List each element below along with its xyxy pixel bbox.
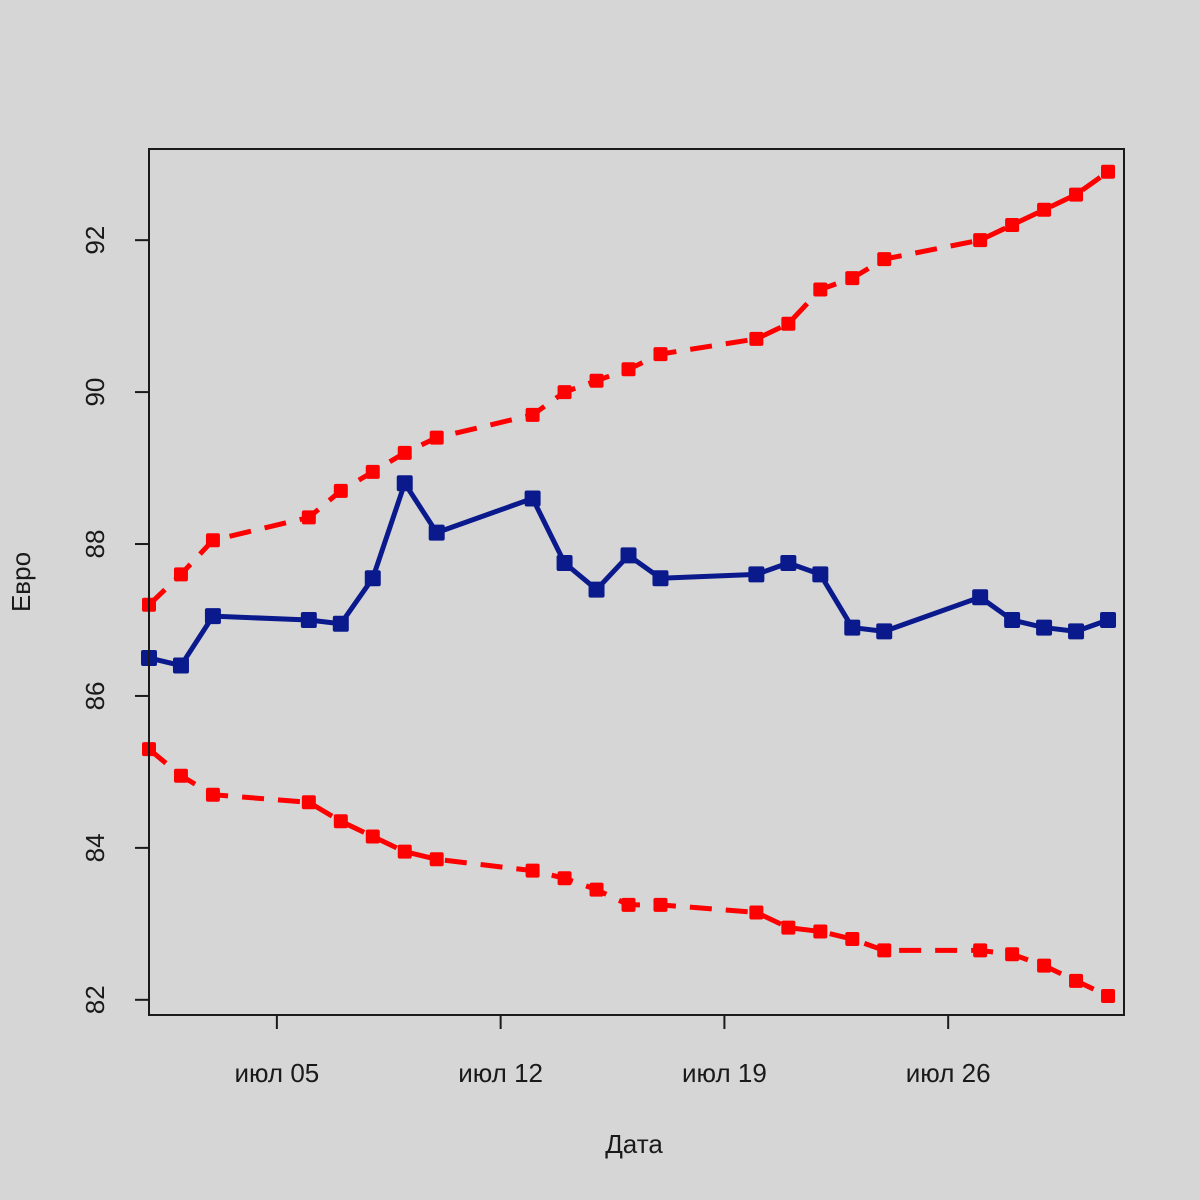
y-tick-label: 86 [80,681,110,710]
y-axis-label: Евро [6,552,36,612]
data-point-actual [652,570,669,587]
data-point-actual [748,566,765,583]
data-point-lower [525,863,540,878]
data-point-lower [621,897,636,912]
data-point-upper [1069,187,1084,202]
series-upper [142,164,1116,612]
data-point-actual [172,657,189,674]
data-point-lower [397,844,412,859]
data-point-lower [557,871,572,886]
data-point-upper [813,282,828,297]
data-point-upper [1101,164,1116,179]
data-point-upper [749,331,764,346]
y-tick-label: 84 [80,833,110,862]
data-point-upper [973,233,988,248]
data-point-upper [621,362,636,377]
data-point-lower [429,852,444,867]
data-point-actual [300,611,317,628]
x-tick-label: июл 12 [458,1058,543,1088]
data-point-upper [1005,217,1020,232]
series-actual [141,475,1117,674]
data-point-lower [845,932,860,947]
data-point-lower [1101,989,1116,1004]
y-tick-label: 92 [80,226,110,255]
data-point-actual [812,566,829,583]
data-point-actual [588,581,605,598]
data-point-upper [365,464,380,479]
y-axis: 82 84 86 88 90 92 [80,226,150,1014]
data-point-actual [780,555,797,572]
y-tick-label: 90 [80,378,110,407]
x-tick-label: июл 05 [234,1058,319,1088]
data-point-lower [333,814,348,829]
data-point-lower [813,924,828,939]
data-point-actual [1004,611,1021,628]
series-layer [141,164,1117,1004]
x-axis: июл 05 июл 12 июл 19 июл 26 [234,1014,991,1088]
data-point-actual [204,608,221,625]
y-tick-label: 88 [80,530,110,559]
data-point-upper [429,430,444,445]
data-point-actual [1068,623,1085,640]
data-point-lower [301,795,316,810]
data-point-actual [396,475,413,492]
data-point-lower [877,943,892,958]
data-point-actual [972,589,989,606]
data-point-actual [1100,611,1117,628]
data-point-upper [301,510,316,525]
data-point-upper [557,385,572,400]
data-point-actual [428,524,445,541]
data-point-upper [205,533,220,548]
y-tick-label: 82 [80,985,110,1014]
data-point-upper [877,252,892,267]
data-point-lower [653,897,668,912]
data-point-actual [332,615,349,632]
data-point-upper [653,347,668,362]
data-point-actual [844,619,861,636]
x-tick-label: июл 26 [906,1058,991,1088]
data-point-upper [1037,202,1052,217]
x-axis-label: Дата [605,1129,663,1159]
data-point-lower [365,829,380,844]
data-point-lower [589,882,604,897]
data-point-upper [397,445,412,460]
data-point-upper [173,567,188,582]
data-point-lower [205,787,220,802]
series-lower [142,742,1116,1004]
data-point-lower [173,768,188,783]
data-point-actual [1036,619,1053,636]
data-point-upper [333,483,348,498]
data-point-lower [781,920,796,935]
data-point-lower [1005,947,1020,962]
data-point-actual [556,555,573,572]
data-point-lower [1069,973,1084,988]
data-point-lower [1037,958,1052,973]
x-tick-label: июл 19 [682,1058,767,1088]
data-point-actual [876,623,893,640]
data-point-upper [525,407,540,422]
data-point-lower [749,905,764,920]
data-point-actual [364,570,381,587]
data-point-lower [973,943,988,958]
data-point-actual [620,547,637,564]
data-point-actual [524,490,541,507]
data-point-upper [589,373,604,388]
data-point-upper [845,271,860,286]
data-point-upper [781,316,796,331]
